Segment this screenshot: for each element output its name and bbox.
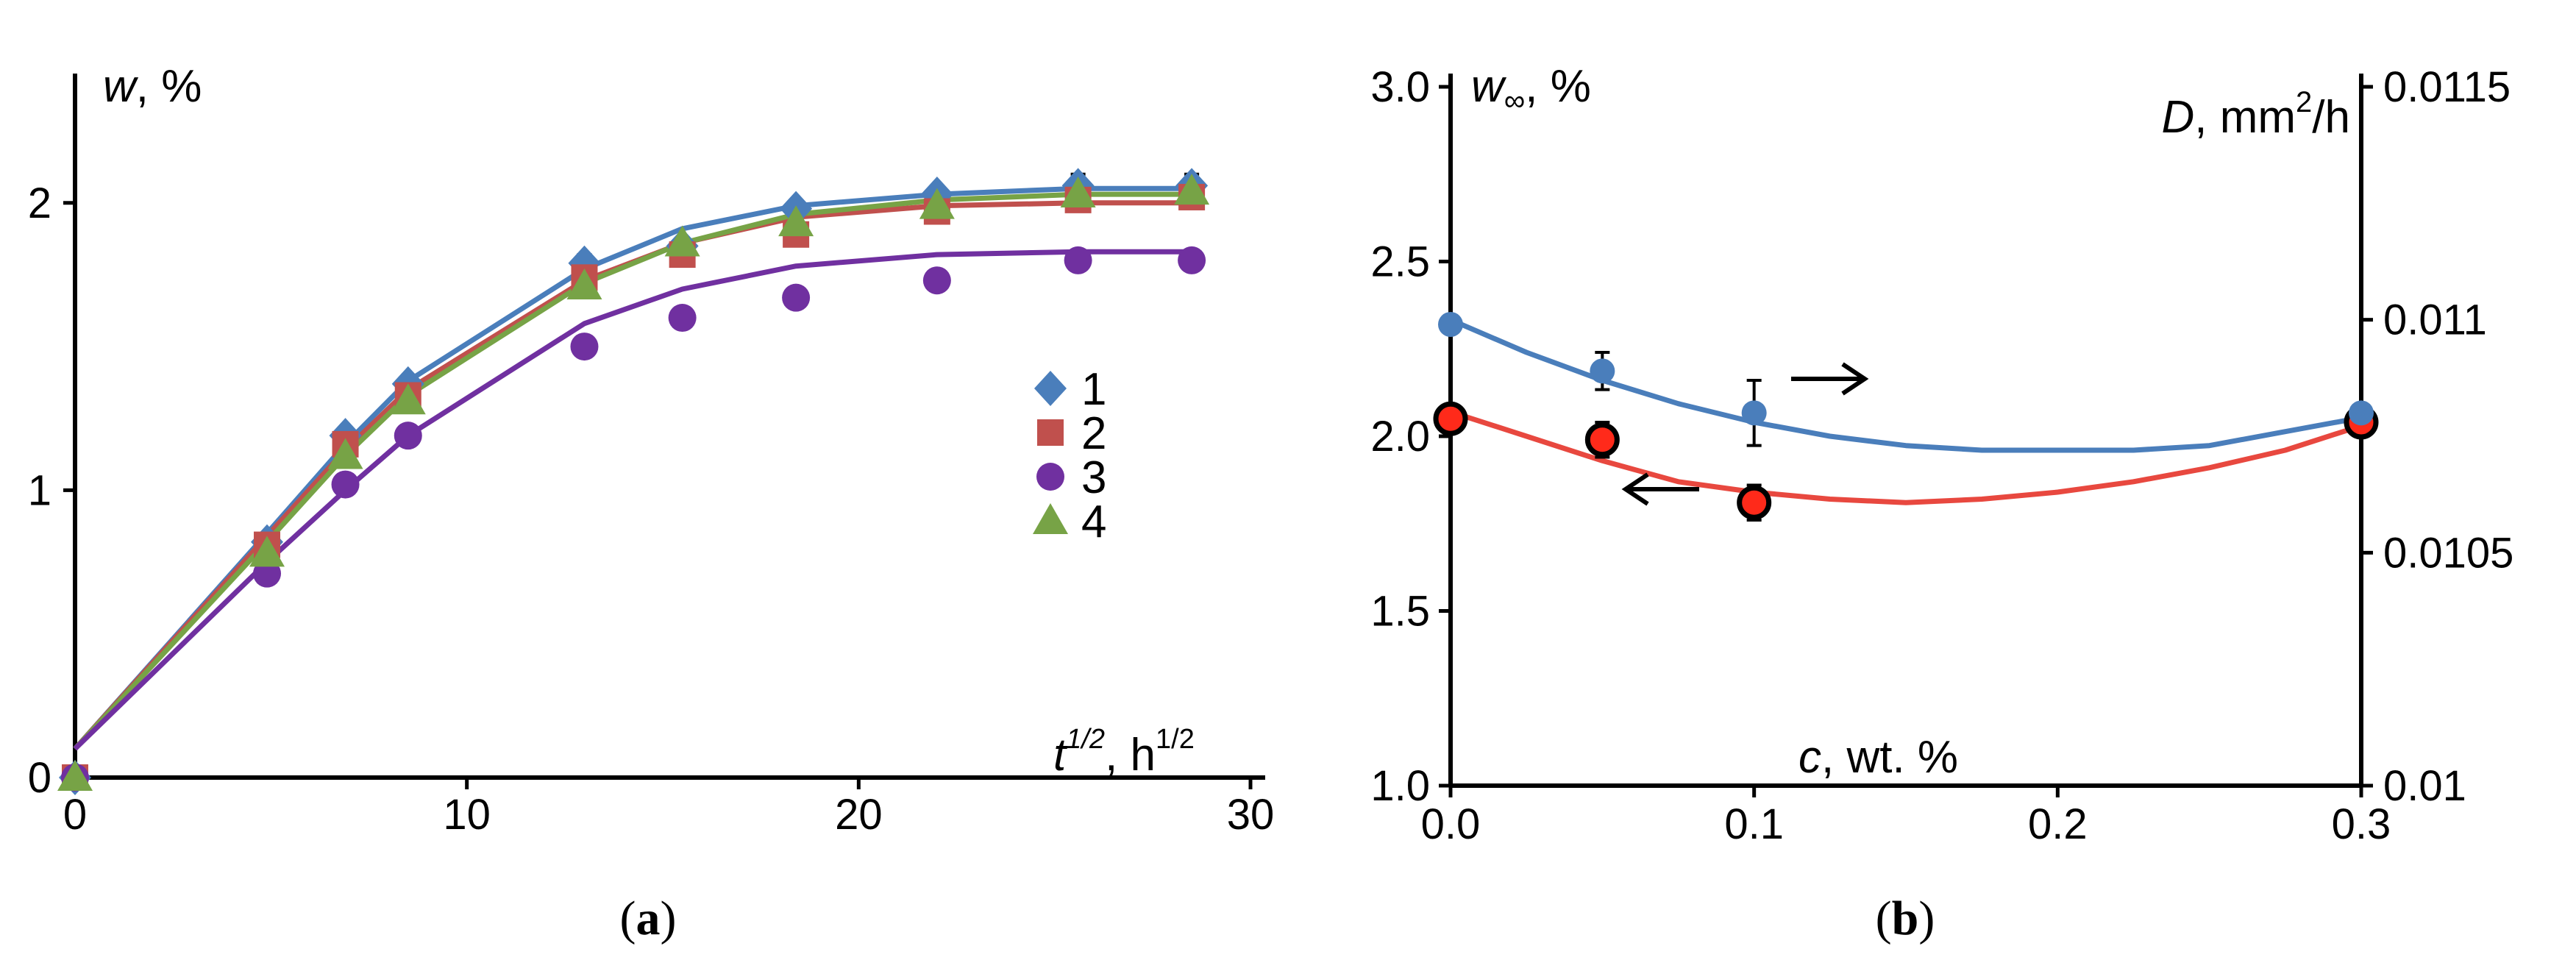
a-xlabel-unit-sup: 1/2 xyxy=(1156,724,1195,755)
a-point-series-3 xyxy=(668,304,697,333)
a-point-series-3 xyxy=(1178,246,1206,274)
a-fit-line-series-2 xyxy=(73,200,1192,751)
b-y2label-tail: /h xyxy=(2312,92,2350,143)
b-y-tick-label: 3.0 xyxy=(1370,63,1430,111)
b-ylabel-unit: , % xyxy=(1525,61,1591,112)
a-point-series-3 xyxy=(922,266,951,295)
a-y-axis-label: w, % xyxy=(103,61,202,112)
panel-b: 0.0 0.1 0.2 0.3 1.0 1.5 2.0 2.5 3.0 0.01 0.0105 0.0… xyxy=(1370,61,2513,945)
a-point-series-4 xyxy=(1060,177,1096,208)
a-xlabel-sup: 1/2 xyxy=(1066,724,1105,755)
b-y2-tick-label: 0.0105 xyxy=(2383,529,2513,577)
a-ylabel-var: w xyxy=(103,61,139,112)
a-xlabel-unit: , h xyxy=(1105,730,1156,781)
a-legend-marker-2 xyxy=(1037,419,1064,446)
b-y2label-unit-sup: 2 xyxy=(2296,86,2312,118)
b-fit-line-w xyxy=(1449,409,2363,505)
a-y-tick-label: 1 xyxy=(28,466,51,514)
a-y-tick-label: 2 xyxy=(28,179,51,227)
b-y-tick-label: 1.5 xyxy=(1370,588,1430,636)
a-point-series-4 xyxy=(327,438,363,469)
a-legend-marker-1 xyxy=(1034,371,1067,406)
b-point-w xyxy=(1584,422,1620,458)
a-legend-marker-4 xyxy=(1033,503,1068,534)
a-fit-line-series-4 xyxy=(73,191,1192,751)
b-caption-letter: b xyxy=(1892,892,1919,945)
a-x-tick-label: 20 xyxy=(835,791,883,839)
b-point-w xyxy=(1737,485,1772,520)
b-x-tick-label: 0.3 xyxy=(2332,800,2391,848)
a-point-series-4 xyxy=(249,536,285,567)
a-fit-line-series-3 xyxy=(73,249,1192,751)
a-fit-line-series-1 xyxy=(73,185,1192,751)
a-point-series-3 xyxy=(331,470,360,499)
b-y2-tick-label: 0.0115 xyxy=(2383,63,2511,111)
b-point-D xyxy=(1590,358,1615,384)
a-y-tick-label: 0 xyxy=(28,754,51,802)
a-legend-label-2: 2 xyxy=(1081,408,1106,459)
b-fit-line-D xyxy=(1449,317,2362,453)
b-y-tick-label: 2.0 xyxy=(1370,413,1430,461)
a-point-series-3 xyxy=(1064,246,1092,274)
b-caption: (b) xyxy=(1876,892,1935,945)
a-xlabel-var: t xyxy=(1053,730,1068,781)
a-point-series-4 xyxy=(664,225,700,257)
a-point-series-3 xyxy=(782,283,811,312)
a-point-series-4 xyxy=(1174,174,1210,205)
b-y-axis-label: w∞, % xyxy=(1471,61,1591,117)
b-x-tick-label: 0.0 xyxy=(1421,800,1481,848)
b-x-tick-label: 0.1 xyxy=(1724,800,1784,848)
b-xlabel-unit: , wt. % xyxy=(1821,732,1958,783)
a-legend-marker-3 xyxy=(1036,463,1064,491)
b-arrow-left-axis xyxy=(1621,472,1699,506)
b-y2label-var: D xyxy=(2162,92,2195,143)
a-x-tick-label: 10 xyxy=(443,791,491,839)
a-point-series-4 xyxy=(390,383,426,415)
b-x-axis-label: c, wt. % xyxy=(1798,732,1958,783)
b-point-D xyxy=(1741,400,1767,426)
a-x-tick-label: 30 xyxy=(1227,791,1275,839)
a-point-series-3 xyxy=(570,333,599,361)
a-legend-label-3: 3 xyxy=(1081,452,1106,503)
b-point-D xyxy=(2349,400,2374,426)
a-legend-label-4: 4 xyxy=(1081,497,1106,547)
b-point-D xyxy=(1438,312,1463,337)
b-y2-axis-label: D, mm2/h xyxy=(2162,86,2351,143)
a-caption: (a) xyxy=(620,892,677,945)
b-y2-tick-label: 0.011 xyxy=(2383,296,2487,344)
b-y-tick-label: 1.0 xyxy=(1370,762,1430,810)
a-point-series-3 xyxy=(394,422,422,450)
a-x-tick-label: 0 xyxy=(63,791,87,839)
a-point-series-4 xyxy=(566,269,602,300)
b-ylabel-sub: ∞ xyxy=(1504,85,1526,117)
b-xlabel-var: c xyxy=(1798,732,1821,783)
a-caption-letter: a xyxy=(636,892,661,945)
a-point-series-4 xyxy=(778,205,814,237)
b-ylabel-var: w xyxy=(1471,61,1507,112)
a-legend-label-1: 1 xyxy=(1081,364,1106,415)
a-point-series-4 xyxy=(57,760,93,791)
b-y2-tick-label: 0.01 xyxy=(2383,762,2466,810)
b-y-tick-label: 2.5 xyxy=(1370,238,1430,286)
a-point-series-4 xyxy=(919,188,955,219)
b-y2label-unit: , mm xyxy=(2194,92,2296,143)
b-x-tick-label: 0.2 xyxy=(2028,800,2088,848)
a-ylabel-unit: , % xyxy=(136,61,202,112)
b-arrow-right-axis xyxy=(1791,362,1869,396)
a-x-axis-label: t1/2, h1/2 xyxy=(1053,724,1195,781)
b-point-w xyxy=(1433,401,1468,436)
